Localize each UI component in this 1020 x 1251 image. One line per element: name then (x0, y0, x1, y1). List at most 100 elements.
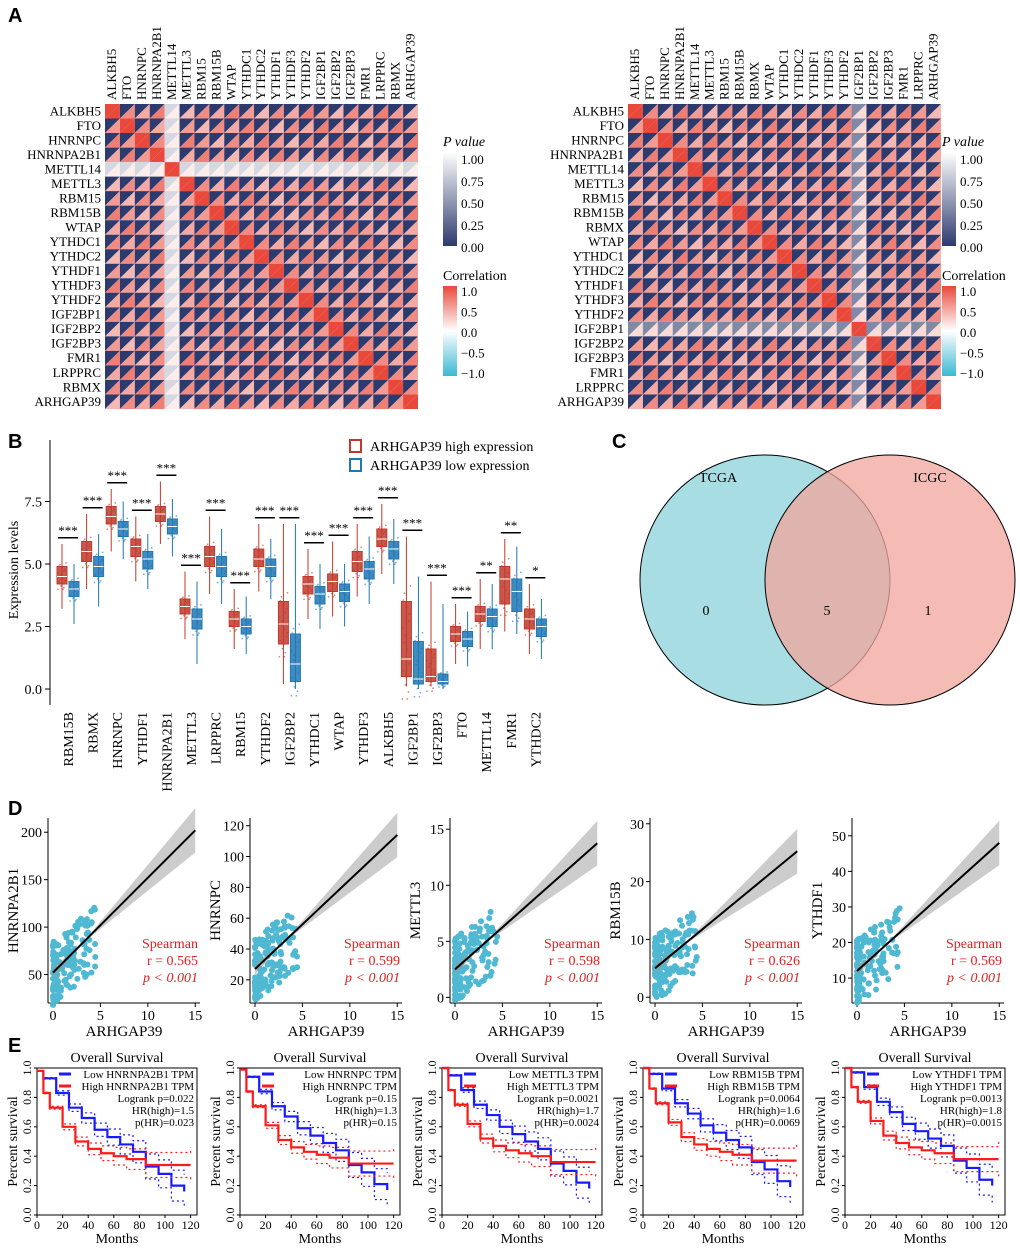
column-label: YTHDF1 (806, 50, 821, 100)
data-point (462, 650, 465, 652)
pvalue-triangle (283, 162, 299, 177)
correlation-triangle (911, 176, 927, 192)
pvalue-triangle (343, 205, 359, 221)
pvalue-triangle (642, 263, 658, 279)
x-tick: 0 (652, 1009, 659, 1024)
pvalue-triangle (896, 118, 912, 134)
data-point (253, 570, 256, 573)
pvalue-triangle (209, 162, 225, 177)
pvalue-triangle (821, 118, 837, 134)
stat-logrank: Logrank p=0.022 (118, 1093, 194, 1105)
correlation-triangle (343, 104, 359, 119)
pvalue-triangle (313, 292, 329, 308)
correlation-triangle (328, 133, 344, 148)
pvalue-triangle (403, 321, 418, 337)
x-tick: 80 (133, 1218, 145, 1232)
pvalue-triangle (209, 321, 225, 337)
pvalue-tick: 0.25 (960, 218, 983, 233)
correlation-triangle (821, 278, 837, 293)
data-point (157, 503, 160, 506)
correlation-triangle (732, 307, 748, 322)
correlation-triangle (926, 278, 941, 293)
correlation-triangle (821, 336, 837, 351)
pvalue-triangle (343, 336, 359, 351)
x-axis-label: Months (299, 1232, 342, 1247)
box (105, 506, 117, 525)
box (265, 558, 277, 577)
data-point (278, 655, 281, 658)
correlation-triangle (806, 263, 822, 279)
pvalue-triangle (358, 263, 374, 279)
correlation-triangle (777, 307, 792, 322)
pvalue-triangle (209, 249, 225, 264)
pvalue-triangle (806, 191, 822, 206)
correlation-triangle (702, 307, 718, 322)
data-point (130, 560, 133, 563)
x-tick: 0 (34, 1218, 40, 1232)
correlation-triangle (702, 162, 718, 177)
data-point (268, 983, 275, 990)
significance-stars: ** (504, 518, 517, 533)
pvalue-triangle (642, 104, 658, 119)
pvalue-triangle (403, 263, 418, 279)
stat-hr: HR(high)=1.8 (940, 1105, 1003, 1117)
data-point (684, 913, 691, 920)
pvalue-triangle (851, 104, 867, 119)
correlation-triangle (836, 234, 852, 250)
correlation-triangle (105, 191, 120, 206)
regression-line (856, 842, 1000, 972)
pvalue-triangle (328, 234, 344, 250)
correlation-triangle (896, 104, 912, 119)
correlation-triangle (926, 220, 941, 235)
data-point (483, 602, 486, 605)
correlation-triangle (328, 220, 344, 235)
correlation-triangle (134, 220, 150, 235)
plot-title: Overall Survival (476, 1051, 569, 1066)
pvalue-triangle (791, 307, 807, 322)
correlation-triangle (717, 321, 733, 337)
correlation-triangle (881, 307, 897, 322)
pvalue-triangle (881, 292, 897, 308)
row-label: RBM15 (582, 190, 624, 205)
pvalue-triangle (239, 133, 255, 148)
data-point (72, 597, 74, 600)
correlation-triangle (911, 278, 927, 293)
data-point (441, 684, 443, 687)
data-point (660, 974, 667, 981)
correlation-triangle (806, 379, 822, 395)
correlation-triangle (388, 234, 404, 250)
significance-stars: *** (452, 583, 472, 598)
correlation-triangle (313, 379, 329, 395)
correlation-triangle (657, 350, 673, 366)
box (511, 578, 523, 612)
pvalue-triangle (239, 321, 255, 337)
row-label: FTO (77, 118, 101, 133)
correlation-legend-title: Correlation (942, 269, 1006, 284)
pvalue-triangle (836, 263, 852, 279)
correlation-triangle (642, 133, 658, 148)
pvalue-triangle (403, 162, 418, 177)
data-point (382, 549, 385, 552)
correlation-triangle (268, 379, 284, 395)
row-label: LRPPRC (53, 365, 101, 380)
pvalue-triangle (119, 133, 135, 148)
data-point (281, 933, 288, 940)
correlation-triangle (403, 104, 418, 119)
pvalue-triangle (642, 394, 658, 409)
correlation-triangle (717, 379, 733, 395)
data-point (663, 965, 670, 972)
column-label: RBMX (387, 61, 402, 100)
significance-stars: *** (58, 523, 78, 538)
correlation-triangle (642, 350, 658, 366)
row-label: RBM15 (59, 190, 101, 205)
correlation-triangle (896, 350, 912, 366)
data-point (54, 977, 61, 984)
box (253, 548, 265, 567)
data-point (355, 572, 358, 575)
pvalue-triangle (209, 379, 225, 395)
x-tick: 60 (108, 1218, 120, 1232)
pvalue-triangle (283, 263, 299, 279)
correlation-triangle (791, 234, 807, 250)
correlation-triangle (134, 278, 150, 293)
